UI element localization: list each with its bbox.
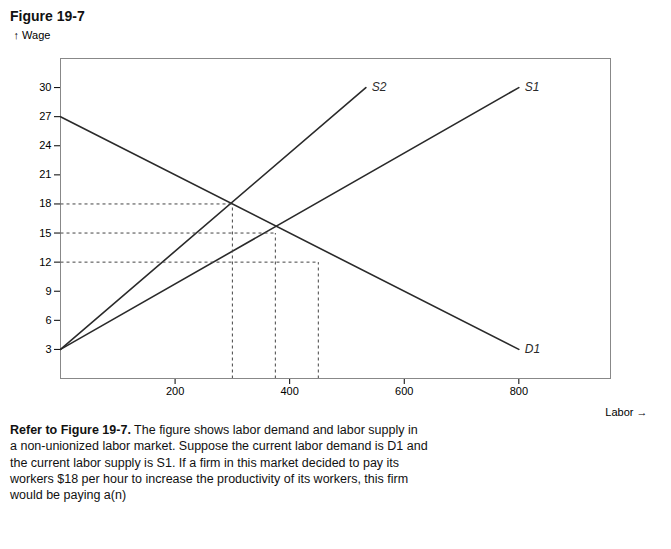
svg-text:12: 12 xyxy=(39,256,51,268)
svg-text:D1: D1 xyxy=(525,342,540,356)
svg-text:6: 6 xyxy=(45,314,51,326)
svg-text:S2: S2 xyxy=(372,80,387,94)
svg-text:800: 800 xyxy=(510,385,528,397)
svg-text:3: 3 xyxy=(45,343,51,355)
svg-text:21: 21 xyxy=(39,168,51,180)
svg-text:400: 400 xyxy=(280,385,298,397)
svg-text:24: 24 xyxy=(39,139,51,151)
html-text:Figure 19-7: Figure 19-7 xyxy=(10,8,85,24)
svg-text:600: 600 xyxy=(395,385,413,397)
svg-text:S1: S1 xyxy=(525,80,540,94)
svg-text:15: 15 xyxy=(39,227,51,239)
svg-text:18: 18 xyxy=(39,197,51,209)
html-text:Refer to Figure 19-7. The figu: Refer to Figure 19-7. The figure shows l… xyxy=(10,423,428,502)
svg-text:27: 27 xyxy=(39,110,51,122)
svg-text:Labor →: Labor → xyxy=(605,406,647,418)
svg-text:30: 30 xyxy=(39,81,51,93)
svg-text:200: 200 xyxy=(166,385,184,397)
svg-text:↑ Wage: ↑ Wage xyxy=(14,29,51,41)
svg-text:9: 9 xyxy=(45,285,51,297)
